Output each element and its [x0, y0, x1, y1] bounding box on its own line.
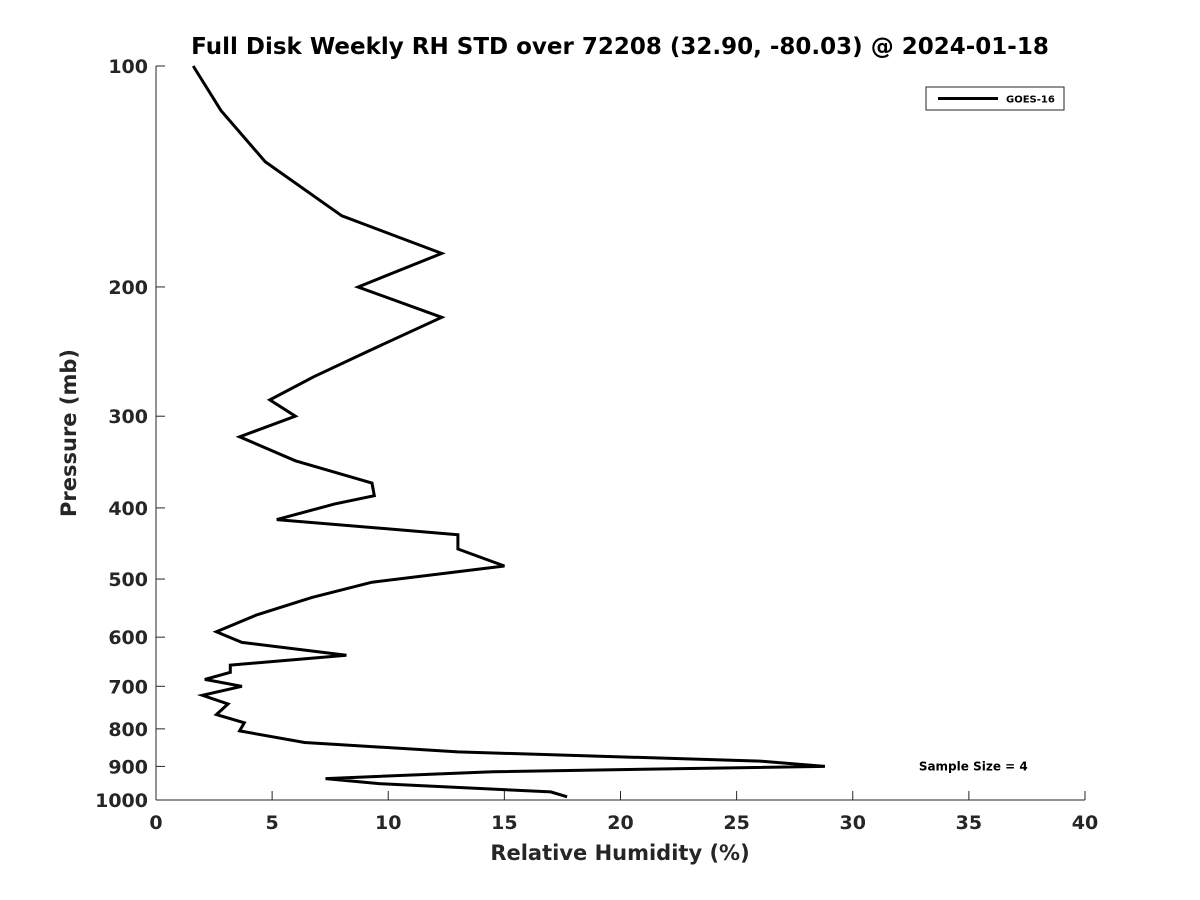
x-tick-label: 35 — [956, 812, 982, 834]
x-tick-label: 40 — [1072, 812, 1098, 834]
y-tick-label: 300 — [108, 406, 148, 428]
x-tick-label: 5 — [266, 812, 279, 834]
sample-size-annotation: Sample Size = 4 — [919, 759, 1028, 773]
y-tick-label: 1000 — [95, 790, 148, 812]
y-tick-label: 200 — [108, 277, 148, 299]
y-tick-label: 100 — [108, 56, 148, 78]
x-tick-label: 30 — [840, 812, 866, 834]
y-tick-label: 500 — [108, 569, 148, 591]
x-tick-label: 15 — [491, 812, 517, 834]
plot-area: 0 5 10 15 20 25 30 35 40 100 200 300 400 500 600 700 800… — [95, 56, 1098, 834]
x-tick-label: 20 — [607, 812, 633, 834]
series-line-goes-16 — [191, 65, 826, 799]
x-tick-label: 10 — [375, 812, 401, 834]
x-tick-label: 25 — [723, 812, 749, 834]
legend-label: GOES-16 — [1006, 95, 1055, 106]
y-axis-label: Pressure (mb) — [57, 349, 81, 517]
y-tick-label: 600 — [108, 627, 148, 649]
chart-title: Full Disk Weekly RH STD over 72208 (32.9… — [191, 34, 1049, 60]
y-tick-label: 800 — [108, 719, 148, 741]
y-tick-label: 400 — [108, 498, 148, 520]
y-tick-label: 700 — [108, 676, 148, 698]
y-tick-label: 900 — [108, 756, 148, 778]
legend: GOES-16 — [925, 86, 1065, 111]
x-tick-label: 0 — [149, 812, 162, 834]
x-axis-label: Relative Humidity (%) — [490, 841, 749, 865]
